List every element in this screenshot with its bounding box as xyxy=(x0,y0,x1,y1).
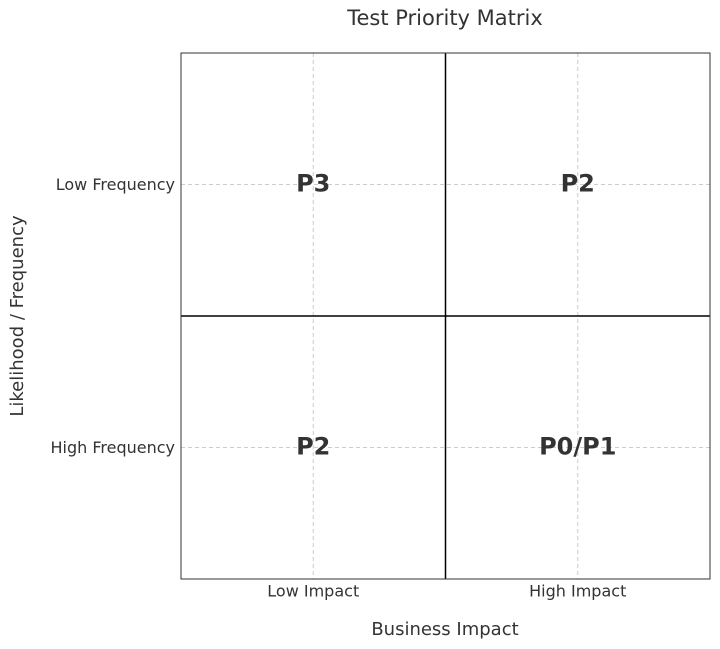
chart-title: Test Priority Matrix xyxy=(346,6,543,30)
cell-label: P2 xyxy=(561,170,595,198)
cell-label: P2 xyxy=(296,433,330,461)
cell-label: P3 xyxy=(296,170,330,198)
y-tick-label: High Frequency xyxy=(50,438,175,457)
plot-frame xyxy=(180,52,711,580)
y-tick-label: Low Frequency xyxy=(56,175,175,194)
cell-label: P0/P1 xyxy=(539,433,616,461)
x-axis-label: Business Impact xyxy=(371,619,518,640)
x-tick-label: Low Impact xyxy=(267,582,359,601)
x-tick-label: High Impact xyxy=(529,582,626,601)
y-axis-label: Likelihood / Frequency xyxy=(7,215,28,417)
